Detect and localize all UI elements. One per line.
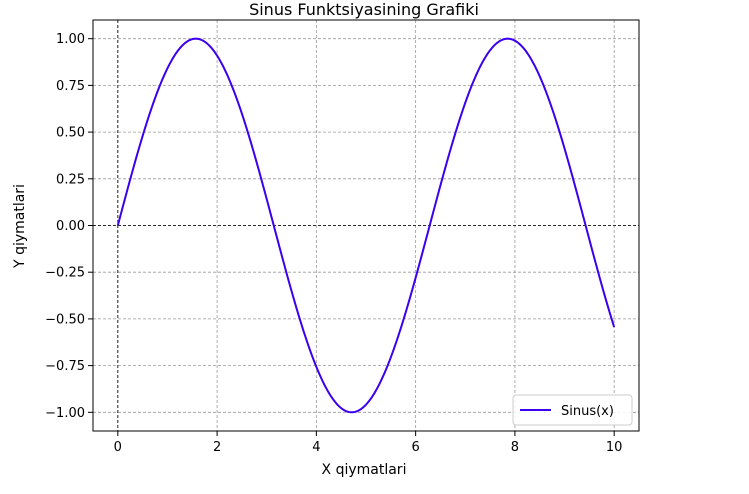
legend-label: Sinus(x) xyxy=(561,404,614,419)
x-tick-label: 8 xyxy=(511,440,519,455)
reference-lines xyxy=(93,20,639,431)
series-layer xyxy=(116,37,616,414)
y-axis-ticks: 1.00 0.75 0.50 0.25 0.00 −0.25 −0.50 −0.75 −1.00 xyxy=(45,32,93,421)
y-tick-label: 0.75 xyxy=(56,79,85,94)
y-tick-label: 0.25 xyxy=(56,172,85,187)
y-tick-label: 0.00 xyxy=(56,219,85,234)
legend: Sinus(x) xyxy=(512,394,633,426)
y-tick-label: 0.50 xyxy=(56,126,85,141)
x-axis-label: X qiymatlari xyxy=(322,462,407,478)
x-tick-label: 0 xyxy=(114,440,122,455)
y-tick-label: −0.75 xyxy=(45,359,85,374)
x-tick-label: 4 xyxy=(312,440,320,455)
y-tick-label: 1.00 xyxy=(56,32,85,47)
y-tick-label: −1.00 xyxy=(45,406,85,421)
legend-box xyxy=(512,394,633,426)
x-tick-label: 10 xyxy=(606,440,623,455)
y-tick-label: −0.50 xyxy=(45,312,85,327)
x-tick-label: 6 xyxy=(411,440,419,455)
y-axis-label: Y qiymatlari xyxy=(12,184,28,269)
y-tick-label: −0.25 xyxy=(45,266,85,281)
x-tick-label: 2 xyxy=(213,440,221,455)
x-axis-ticks: 0 2 4 6 8 10 xyxy=(114,431,623,455)
chart-title: Sinus Funktsiyasining Grafiki xyxy=(249,0,479,19)
series-line-sinus xyxy=(116,37,616,414)
